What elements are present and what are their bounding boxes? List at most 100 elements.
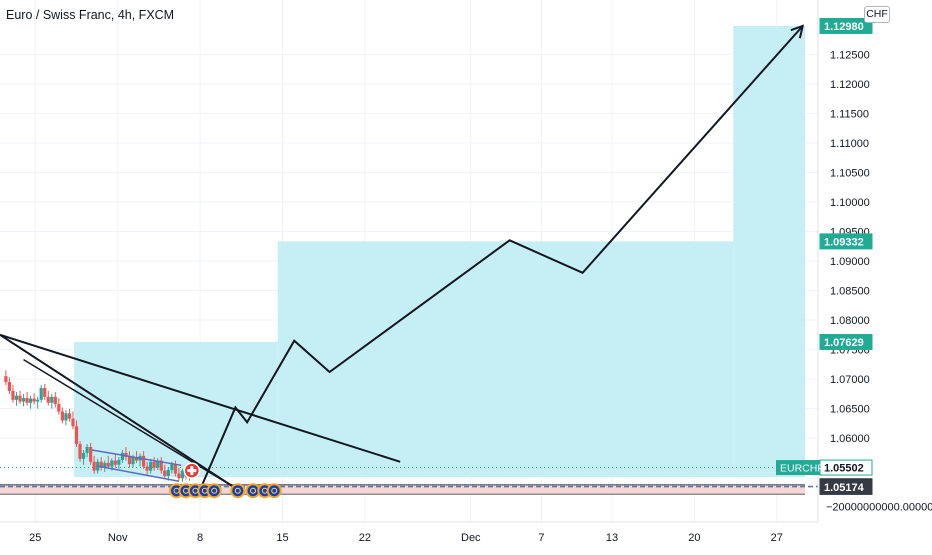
candle <box>14 392 19 406</box>
candle-body <box>18 395 22 402</box>
event-marker-stars <box>250 487 257 494</box>
event-marker-stars <box>271 487 278 494</box>
price-badge-label: 1.05174 <box>824 482 865 494</box>
price-badge-label: 1.12980 <box>824 21 864 33</box>
candle <box>149 458 153 474</box>
price-badge-label: 1.09332 <box>824 236 864 248</box>
candle-body <box>106 462 110 467</box>
candle-body <box>67 413 72 419</box>
candle-body <box>60 411 64 421</box>
projection-zone <box>733 25 806 478</box>
candle-body <box>149 461 153 471</box>
candle-body <box>85 447 89 453</box>
candle-body <box>103 462 107 468</box>
price-badge: 1.07629 <box>819 333 873 350</box>
candle <box>89 442 93 465</box>
price-badge: 1.09332 <box>819 233 873 250</box>
event-marker-icon <box>245 483 261 499</box>
y-tick-label: 1.12500 <box>830 49 870 61</box>
candle <box>159 457 163 474</box>
candle-body <box>163 470 167 476</box>
price-badge-label: 1.07629 <box>824 337 864 349</box>
x-tick-label: 7 <box>538 532 544 544</box>
candle <box>7 377 12 394</box>
candle <box>180 468 185 482</box>
candle-body <box>64 413 68 421</box>
y-tick-label: 1.07000 <box>830 374 870 386</box>
candle-body <box>78 444 82 459</box>
x-tick-label: 25 <box>29 532 41 544</box>
candle <box>53 392 57 408</box>
candle <box>156 458 160 471</box>
candle <box>29 395 33 409</box>
candle <box>106 455 110 469</box>
projection-zone <box>74 341 278 478</box>
candle-body <box>145 466 149 471</box>
candle-body <box>131 457 135 465</box>
candle <box>57 397 61 415</box>
candle-body <box>99 461 103 468</box>
swiss-flag-cross-h <box>187 469 197 473</box>
trendline <box>91 449 182 467</box>
trendline <box>0 333 401 463</box>
candle <box>64 409 68 426</box>
y-tick-label: 1.06500 <box>830 404 870 416</box>
y-tick-label-extra: −20000000000.00000 <box>826 501 932 513</box>
candle-body <box>53 396 57 404</box>
candle <box>21 393 26 407</box>
event-marker-icon <box>230 483 246 499</box>
x-tick-label: 8 <box>197 532 203 544</box>
candle-body <box>14 395 19 400</box>
candle-body <box>180 470 185 479</box>
price-badge-box <box>819 478 873 495</box>
event-marker-stars <box>234 487 241 494</box>
candle <box>103 460 107 472</box>
candle-body <box>43 387 47 397</box>
price-badge-label: 1.05502 <box>824 463 864 475</box>
event-marker-icon <box>266 483 282 499</box>
price-axis-bg <box>818 0 932 550</box>
candle-body <box>170 464 174 471</box>
y-tick-label: 1.06000 <box>830 433 870 445</box>
candle <box>32 393 36 405</box>
event-marker-icon <box>206 483 222 499</box>
trendline <box>96 465 180 482</box>
candle <box>46 390 50 406</box>
price-badge: 1.12980 <box>819 17 873 34</box>
candle-body <box>177 473 181 479</box>
price-badge-box <box>819 333 873 350</box>
candle-body <box>127 457 132 465</box>
y-tick-label: 1.11000 <box>830 138 869 150</box>
candle-body <box>25 397 29 403</box>
candle <box>11 385 15 403</box>
x-tick-label: 27 <box>771 532 783 544</box>
candle-body <box>173 464 177 474</box>
chart-title: Euro / Swiss Franc, 4h, FXCM <box>6 8 175 22</box>
candle <box>4 370 8 386</box>
candle-body <box>46 396 50 403</box>
trendline <box>0 333 234 488</box>
candle <box>71 411 75 430</box>
candle <box>99 457 103 471</box>
candle-body <box>21 397 26 402</box>
candle-body <box>32 398 36 402</box>
candle-body <box>152 461 156 468</box>
candle <box>36 396 40 409</box>
candle-body <box>57 403 61 412</box>
candle <box>127 451 132 468</box>
y-tick-label: 1.12000 <box>830 79 870 91</box>
candle <box>120 449 125 463</box>
candle-body <box>4 376 8 383</box>
candle-body <box>39 387 43 400</box>
candle-body <box>113 460 117 465</box>
currency-badge[interactable]: CHF <box>864 6 890 23</box>
candle-body <box>156 460 160 468</box>
candle <box>117 457 121 469</box>
candle-body <box>74 426 79 445</box>
candle <box>166 467 170 481</box>
candle <box>141 451 146 469</box>
candle-body <box>7 382 12 391</box>
